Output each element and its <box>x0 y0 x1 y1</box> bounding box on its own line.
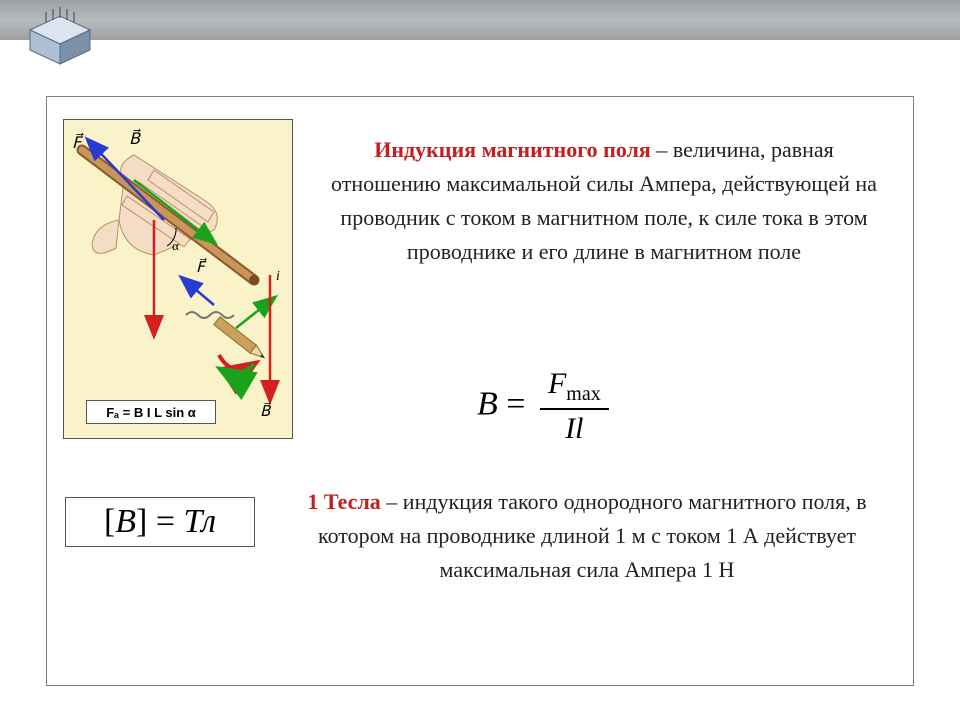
ampere-formula-box: Fₐ = B I L sin α <box>86 400 216 424</box>
header-strip <box>0 0 960 40</box>
tesla-term: 1 Тесла <box>307 489 380 514</box>
header-bar <box>0 0 960 74</box>
induction-formula: B = Fmax Il <box>477 367 737 446</box>
ampere-formula-text: Fₐ = B I L sin α <box>106 405 196 420</box>
formula-lhs: B <box>477 385 498 422</box>
svg-text:B⃗: B⃗ <box>260 401 272 420</box>
svg-text:B⃗: B⃗ <box>129 128 141 148</box>
formula-numerator-symbol: F <box>548 367 566 400</box>
formula-fraction: Fmax Il <box>540 367 609 446</box>
svg-text:F⃗: F⃗ <box>196 257 208 276</box>
svg-text:α: α <box>172 238 179 253</box>
content-frame: B⃗ F⃗ i F⃗ B⃗ <box>46 96 914 686</box>
svg-text:i: i <box>276 269 280 284</box>
unit-box: [B] = Тл <box>65 497 255 547</box>
formula-equals: = <box>498 385 534 422</box>
formula-denominator: Il <box>540 410 609 446</box>
tesla-body: – индукция такого однородного магнитного… <box>318 489 867 582</box>
definition-term: Индукция магнитного поля <box>374 137 651 162</box>
formula-numerator-sub: max <box>566 383 600 405</box>
definition-paragraph: Индукция магнитного поля – величина, рав… <box>319 133 889 269</box>
left-hand-rule-diagram: B⃗ F⃗ i F⃗ B⃗ <box>63 119 293 439</box>
logo-icon <box>18 2 102 70</box>
tesla-paragraph: 1 Тесла – индукция такого однородного ма… <box>287 485 887 587</box>
